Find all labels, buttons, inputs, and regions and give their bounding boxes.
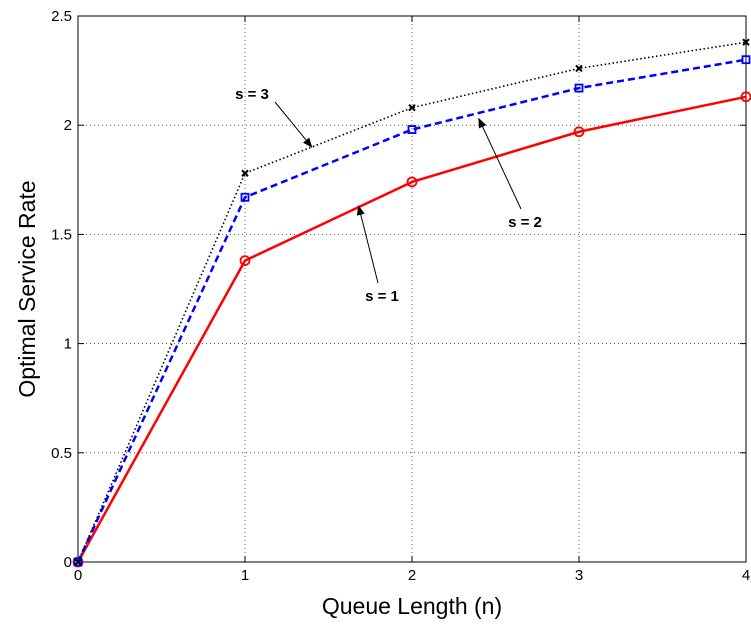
data-point [574, 83, 584, 93]
annotation-label: s = 3 [235, 86, 269, 103]
data-point [408, 104, 416, 112]
series-1 [72, 91, 751, 568]
series-line [76, 58, 747, 563]
data-point [741, 55, 751, 65]
x-axis-label: Queue Length (n) [322, 593, 502, 619]
annotation: s = 3 [235, 86, 313, 148]
y-tick-label: 0.5 [51, 445, 72, 462]
series-3 [74, 38, 750, 566]
series [72, 38, 751, 568]
data-point [73, 557, 83, 567]
annotation: s = 2 [478, 117, 542, 231]
y-tick-label: 0 [64, 554, 72, 571]
data-point [407, 125, 417, 134]
annotation-label: s = 1 [365, 288, 399, 305]
x-tick-label: 4 [742, 567, 750, 584]
y-tick-label: 2.5 [51, 8, 72, 25]
x-tick-label: 0 [74, 567, 82, 584]
series-2 [73, 55, 751, 567]
data-point [74, 558, 82, 566]
annotation: s = 1 [356, 205, 399, 305]
data-point [406, 176, 418, 188]
y-tick-label: 1 [64, 336, 72, 353]
grid [78, 16, 746, 562]
data-point [240, 192, 250, 202]
annotations: s = 3 s = 2 s = 1 [235, 86, 542, 305]
data-point [575, 64, 583, 73]
annotation-label: s = 2 [508, 214, 542, 231]
annotation-arrow [274, 101, 313, 148]
data-point [239, 255, 251, 267]
x-tick-label: 3 [575, 567, 583, 584]
axis-ticks: 0 1 2 3 4 0 0.5 1 1.5 2 2.5 [51, 8, 750, 584]
y-tick-label: 2 [64, 117, 72, 134]
annotation-arrow [478, 117, 522, 210]
data-point [573, 126, 585, 138]
y-tick-label: 1.5 [51, 226, 72, 243]
data-point [742, 38, 750, 46]
data-point [72, 556, 84, 568]
series-line [76, 95, 747, 563]
annotation-arrow [356, 205, 379, 284]
x-tick-label: 1 [241, 567, 249, 584]
x-tick-label: 2 [408, 567, 416, 584]
y-axis-label: Optimal Service Rate [14, 180, 40, 397]
data-point [241, 169, 249, 177]
